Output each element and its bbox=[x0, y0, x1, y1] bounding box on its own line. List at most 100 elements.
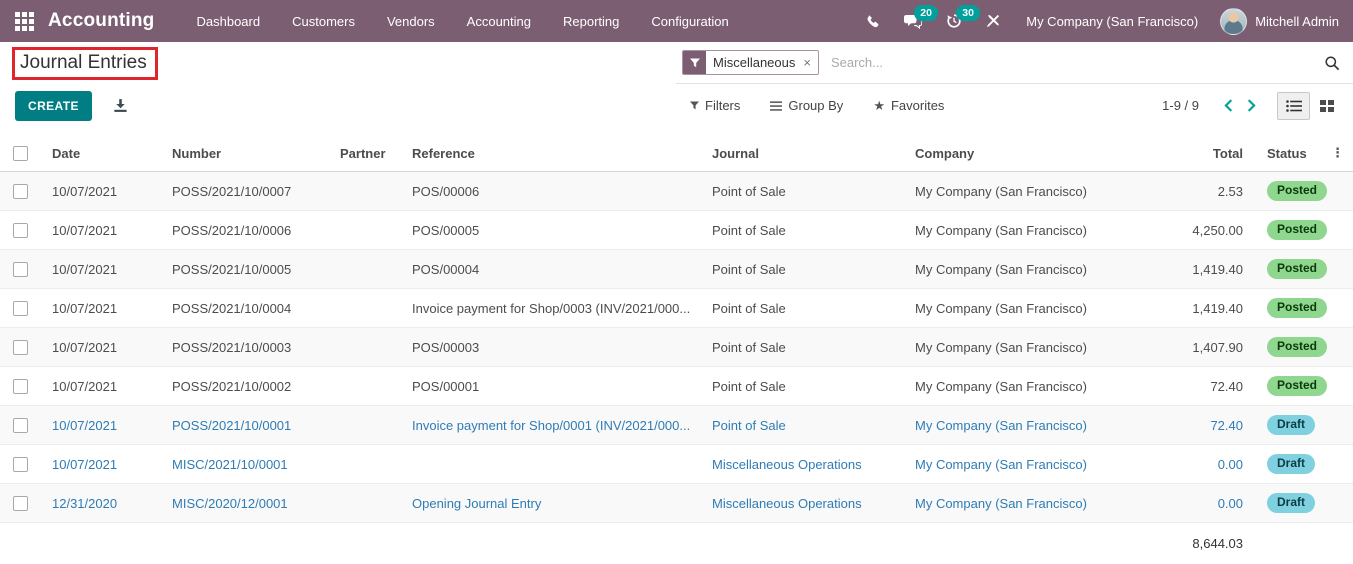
column-header-number[interactable]: Number bbox=[160, 135, 328, 172]
table-row[interactable]: 10/07/2021 POSS/2021/10/0005 POS/00004 P… bbox=[0, 250, 1353, 289]
status-badge: Posted bbox=[1267, 259, 1327, 279]
voip-phone-icon[interactable] bbox=[853, 0, 892, 42]
group-by-icon bbox=[770, 101, 782, 111]
cell-number: POSS/2021/10/0003 bbox=[160, 328, 328, 367]
row-checkbox[interactable] bbox=[0, 445, 40, 484]
row-checkbox[interactable] bbox=[0, 211, 40, 250]
filters-label: Filters bbox=[705, 98, 740, 113]
row-checkbox[interactable] bbox=[0, 172, 40, 211]
row-checkbox[interactable] bbox=[0, 484, 40, 523]
pager-value[interactable]: 1-9 / 9 bbox=[1162, 98, 1199, 113]
menu-item[interactable]: Reporting bbox=[547, 0, 635, 42]
row-checkbox[interactable] bbox=[0, 328, 40, 367]
table-row[interactable]: 10/07/2021 POSS/2021/10/0002 POS/00001 P… bbox=[0, 367, 1353, 406]
pager-previous-icon[interactable] bbox=[1217, 95, 1240, 116]
row-checkbox[interactable] bbox=[0, 367, 40, 406]
debug-tools-icon[interactable] bbox=[974, 0, 1012, 42]
cell-total: 0.00 bbox=[1135, 445, 1255, 484]
cell-company: My Company (San Francisco) bbox=[903, 328, 1135, 367]
menu-item[interactable]: Accounting bbox=[451, 0, 547, 42]
filter-facet-icon bbox=[683, 51, 706, 74]
menu-item[interactable]: Dashboard bbox=[181, 0, 277, 42]
cell-total: 0.00 bbox=[1135, 484, 1255, 523]
menu-item[interactable]: Configuration bbox=[635, 0, 744, 42]
footer-total: 8,644.03 bbox=[1135, 523, 1255, 564]
table-row[interactable]: 10/07/2021 POSS/2021/10/0006 POS/00005 P… bbox=[0, 211, 1353, 250]
filter-icon bbox=[690, 101, 699, 110]
company-switcher[interactable]: My Company (San Francisco) bbox=[1012, 14, 1212, 29]
search-input[interactable] bbox=[829, 54, 1316, 71]
user-avatar bbox=[1220, 8, 1247, 35]
menu-item[interactable]: Customers bbox=[276, 0, 371, 42]
cell-total: 4,250.00 bbox=[1135, 211, 1255, 250]
cell-partner bbox=[328, 367, 400, 406]
column-header-status[interactable]: Status bbox=[1255, 135, 1329, 172]
table-row[interactable]: 10/07/2021 POSS/2021/10/0004 Invoice pay… bbox=[0, 289, 1353, 328]
favorites-label: Favorites bbox=[891, 98, 944, 113]
search-icon[interactable] bbox=[1324, 55, 1340, 71]
status-badge: Draft bbox=[1267, 415, 1315, 435]
export-download-icon[interactable] bbox=[109, 94, 132, 117]
cell-date: 12/31/2020 bbox=[40, 484, 160, 523]
filters-button[interactable]: Filters bbox=[688, 94, 742, 117]
breadcrumb: Journal Entries bbox=[0, 42, 676, 84]
cell-partner bbox=[328, 211, 400, 250]
apps-menu-icon[interactable] bbox=[15, 12, 34, 31]
create-button[interactable]: CREATE bbox=[15, 91, 92, 121]
cell-company: My Company (San Francisco) bbox=[903, 289, 1135, 328]
favorites-button[interactable]: ★ Favorites bbox=[871, 94, 946, 118]
cell-reference: POS/00001 bbox=[400, 367, 700, 406]
column-header-partner[interactable]: Partner bbox=[328, 135, 400, 172]
control-panel-top: Journal Entries Miscellaneous × bbox=[0, 42, 1353, 84]
status-badge: Draft bbox=[1267, 454, 1315, 474]
cell-number: MISC/2021/10/0001 bbox=[160, 445, 328, 484]
activities-icon[interactable]: 30 bbox=[934, 0, 974, 42]
row-checkbox[interactable] bbox=[0, 406, 40, 445]
cell-company: My Company (San Francisco) bbox=[903, 367, 1135, 406]
table-row[interactable]: 10/07/2021 POSS/2021/10/0003 POS/00003 P… bbox=[0, 328, 1353, 367]
column-header-date[interactable]: Date bbox=[40, 135, 160, 172]
table-row[interactable]: 10/07/2021 POSS/2021/10/0001 Invoice pay… bbox=[0, 406, 1353, 445]
cell-total: 72.40 bbox=[1135, 406, 1255, 445]
pager-next-icon[interactable] bbox=[1240, 95, 1263, 116]
cell-number: POSS/2021/10/0005 bbox=[160, 250, 328, 289]
table-row[interactable]: 10/07/2021 POSS/2021/10/0007 POS/00006 P… bbox=[0, 172, 1353, 211]
select-all-checkbox[interactable] bbox=[0, 135, 40, 172]
cell-date: 10/07/2021 bbox=[40, 367, 160, 406]
cell-reference: POS/00005 bbox=[400, 211, 700, 250]
cell-company: My Company (San Francisco) bbox=[903, 211, 1135, 250]
table-row[interactable]: 12/31/2020 MISC/2020/12/0001 Opening Jou… bbox=[0, 484, 1353, 523]
user-menu[interactable]: Mitchell Admin bbox=[1212, 8, 1353, 35]
menu-item[interactable]: Vendors bbox=[371, 0, 451, 42]
column-header-journal[interactable]: Journal bbox=[700, 135, 903, 172]
group-by-button[interactable]: Group By bbox=[768, 94, 845, 117]
cell-company: My Company (San Francisco) bbox=[903, 445, 1135, 484]
table-row[interactable]: 10/07/2021 MISC/2021/10/0001 Miscellaneo… bbox=[0, 445, 1353, 484]
list-view-button[interactable] bbox=[1277, 92, 1310, 120]
status-badge: Posted bbox=[1267, 181, 1327, 201]
facet-remove-icon[interactable]: × bbox=[802, 51, 818, 74]
search-bar: Miscellaneous × bbox=[676, 42, 1353, 84]
cell-status: Posted bbox=[1255, 211, 1329, 250]
cell-total: 1,407.90 bbox=[1135, 328, 1255, 367]
cell-date: 10/07/2021 bbox=[40, 211, 160, 250]
optional-columns-icon[interactable]: ⋮ bbox=[1329, 135, 1353, 172]
column-header-company[interactable]: Company bbox=[903, 135, 1135, 172]
kanban-view-button[interactable] bbox=[1310, 92, 1343, 120]
cell-reference: POS/00006 bbox=[400, 172, 700, 211]
cell-date: 10/07/2021 bbox=[40, 289, 160, 328]
cell-journal: Point of Sale bbox=[700, 211, 903, 250]
cell-partner bbox=[328, 328, 400, 367]
cell-company: My Company (San Francisco) bbox=[903, 250, 1135, 289]
column-header-total[interactable]: Total bbox=[1135, 135, 1255, 172]
cell-journal: Point of Sale bbox=[700, 172, 903, 211]
status-badge: Posted bbox=[1267, 376, 1327, 396]
app-name[interactable]: Accounting bbox=[48, 10, 155, 32]
messages-icon[interactable]: 20 bbox=[892, 0, 934, 42]
cell-number: POSS/2021/10/0004 bbox=[160, 289, 328, 328]
row-checkbox[interactable] bbox=[0, 289, 40, 328]
row-checkbox[interactable] bbox=[0, 250, 40, 289]
cell-status: Draft bbox=[1255, 406, 1329, 445]
column-header-reference[interactable]: Reference bbox=[400, 135, 700, 172]
